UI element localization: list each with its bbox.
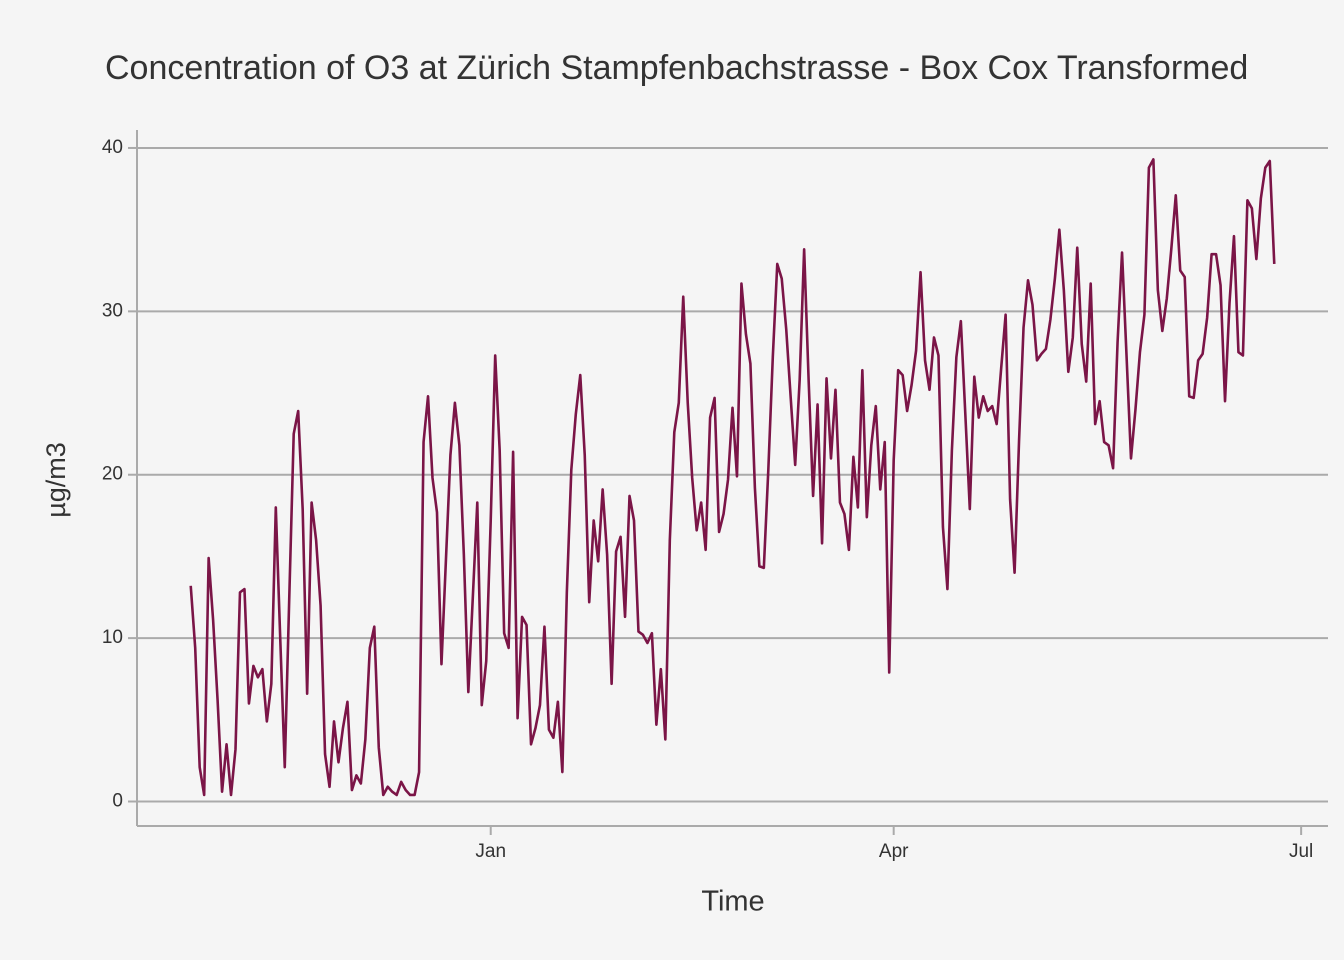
y-tick-label: 30 [102, 300, 123, 321]
x-tick-label: Jan [475, 841, 506, 862]
data-line [189, 158, 1276, 797]
y-tick-label: 10 [102, 627, 123, 648]
y-axis-title: µg/m3 [41, 442, 71, 518]
y-tick-label: 0 [112, 791, 123, 812]
y-tick-label: 40 [102, 137, 123, 158]
y-tick-label: 20 [102, 464, 123, 485]
chart-title: Concentration of O3 at Zürich Stampfenba… [105, 49, 1248, 87]
x-tick-label: Apr [879, 841, 909, 862]
x-tick-label: Jul [1289, 841, 1313, 862]
x-axis-title: Time [701, 886, 764, 918]
